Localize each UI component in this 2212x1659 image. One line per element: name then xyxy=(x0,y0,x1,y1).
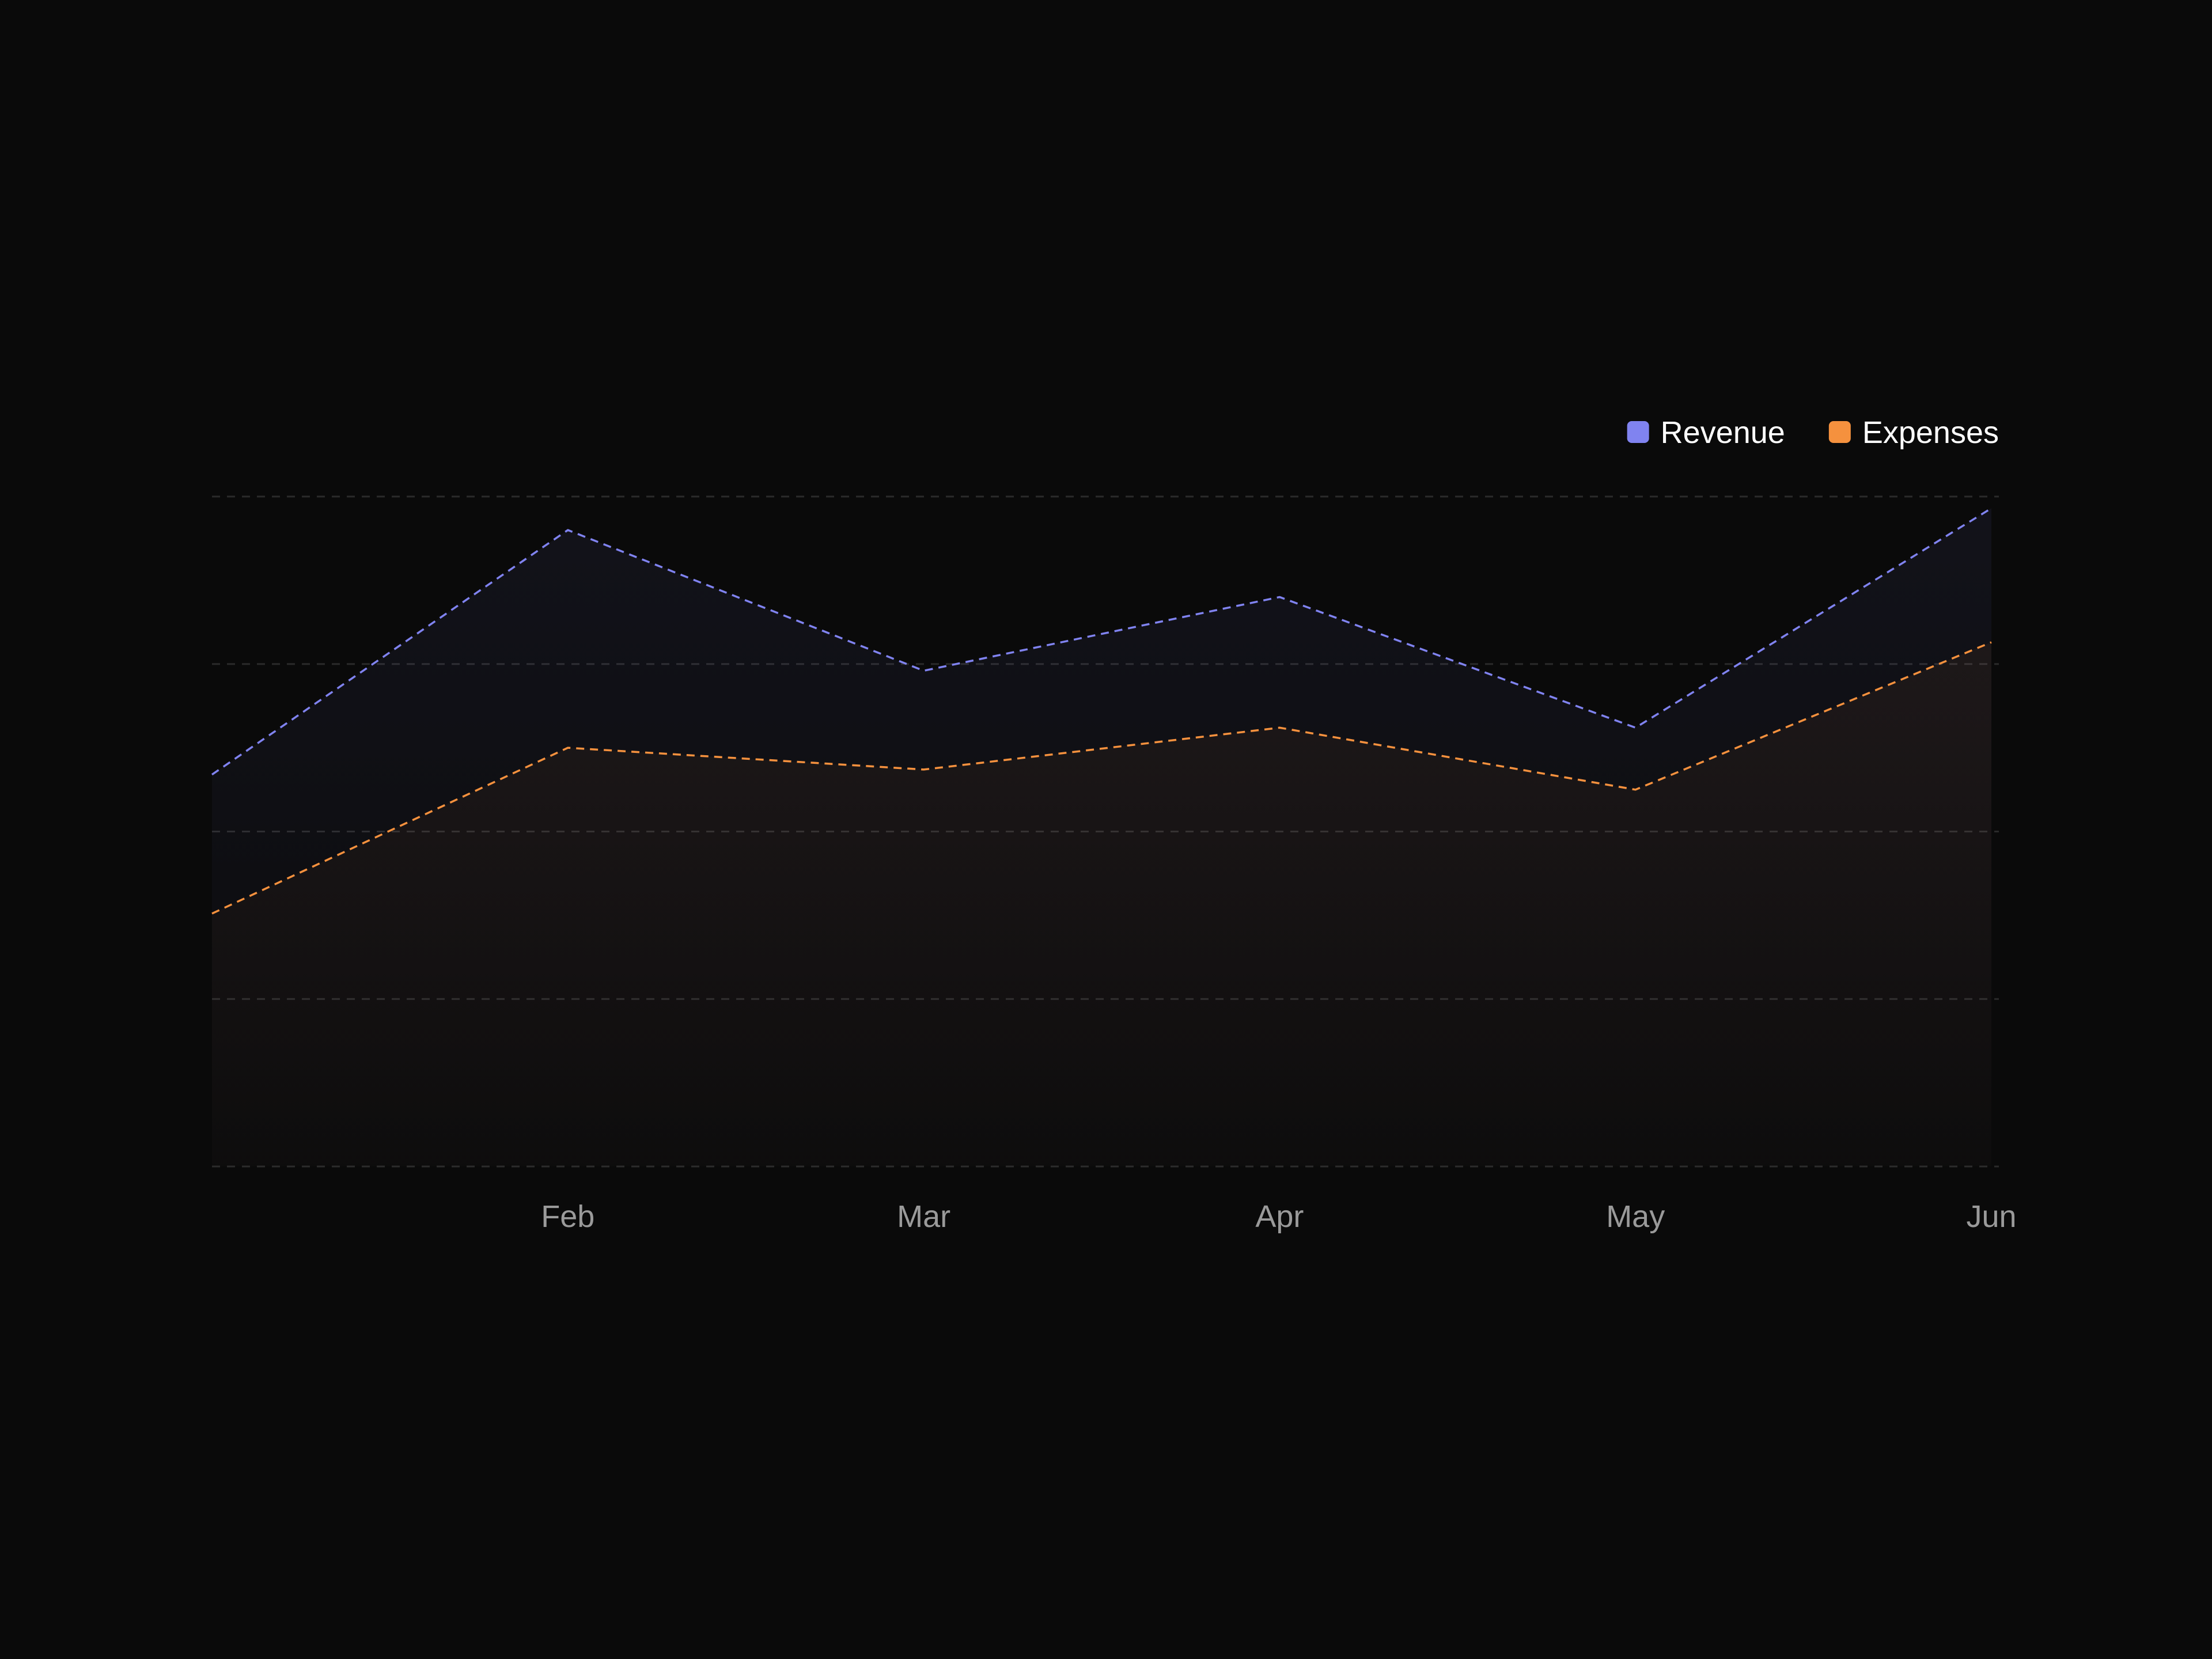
legend-label: Expenses xyxy=(1862,415,1999,450)
legend-label: Revenue xyxy=(1661,415,1785,450)
legend-swatch xyxy=(1627,421,1649,443)
series-areas xyxy=(212,508,1991,1166)
series-line-expenses xyxy=(211,641,1992,915)
x-tick-label: Mar xyxy=(897,1199,950,1234)
legend: Revenue Expenses xyxy=(1627,415,1999,450)
x-tick-label: Feb xyxy=(541,1199,594,1234)
x-tick-label: Jun xyxy=(1966,1199,2016,1234)
x-tick-label: May xyxy=(1606,1199,1665,1234)
legend-swatch xyxy=(1828,421,1851,443)
x-axis: Feb Mar Apr May Jun xyxy=(541,1199,2016,1234)
legend-item-expenses: Expenses xyxy=(1828,415,1999,450)
series-line-revenue xyxy=(211,507,1992,776)
series-lines xyxy=(211,507,1992,915)
x-tick-label: Apr xyxy=(1255,1199,1304,1234)
legend-item-revenue: Revenue xyxy=(1627,415,1785,450)
series-area-expenses xyxy=(212,642,1991,1166)
